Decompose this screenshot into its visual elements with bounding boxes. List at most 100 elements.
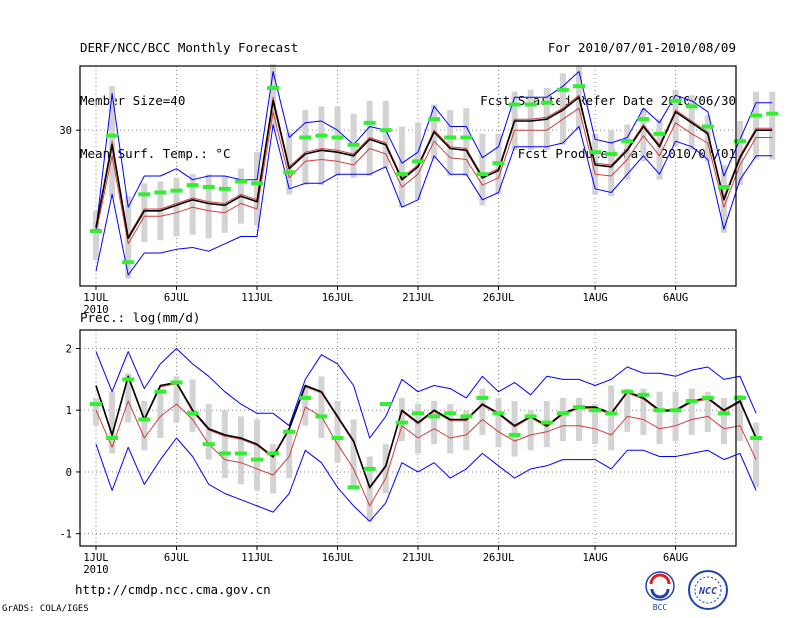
spread-box (366, 100, 373, 176)
spread-box (479, 388, 486, 435)
header-left: DERF/NCC/BCC Monthly Forecast Member Siz… (80, 8, 298, 183)
spread-box (318, 106, 325, 186)
spread-box (624, 388, 631, 432)
obs-marker (701, 395, 714, 400)
spread-box (157, 388, 164, 438)
obs-marker (299, 395, 312, 400)
obs-marker (637, 392, 650, 397)
spread-box (447, 404, 454, 454)
obs-marker (508, 102, 521, 107)
spread-box (704, 391, 711, 432)
x-tick-label: 6AUG (663, 292, 688, 304)
spread-box (527, 89, 534, 151)
obs-marker (669, 408, 682, 413)
spread-box (189, 174, 196, 235)
spread-box (286, 428, 293, 479)
panel-frame (79, 329, 737, 547)
obs-marker (540, 420, 553, 425)
x-tick-label: 1JUL (83, 552, 108, 564)
obs-marker (251, 181, 263, 186)
spread-lower-line (95, 107, 773, 245)
obs-marker (685, 398, 698, 403)
spread-box (254, 152, 260, 226)
obs-marker (267, 451, 280, 456)
obs-marker (605, 411, 618, 416)
envelope-min-line (95, 124, 773, 276)
x-tick-label: 26JUL (483, 292, 515, 304)
spread-box (109, 391, 116, 454)
header-title: DERF/NCC/BCC Monthly Forecast (80, 40, 299, 55)
obs-marker (154, 389, 167, 394)
spread-box (302, 110, 309, 186)
spread-box (189, 379, 196, 432)
spread-box (286, 132, 293, 195)
obs-marker (218, 451, 231, 456)
spread-box (640, 108, 647, 162)
obs-marker (460, 135, 473, 140)
x-tick-label: 6JUL (164, 292, 189, 304)
obs-marker (717, 185, 730, 189)
x-tick-sublabel: 2010 (83, 564, 108, 576)
spread-box (463, 108, 470, 176)
obs-marker (170, 188, 183, 193)
obs-marker (202, 185, 215, 189)
obs-marker (750, 113, 763, 118)
obs-marker (315, 133, 328, 138)
obs-marker (412, 411, 424, 416)
obs-marker (717, 411, 730, 416)
spread-box (173, 376, 180, 423)
obs-marker (234, 179, 247, 184)
obs-marker (283, 429, 296, 434)
spread-box (576, 397, 582, 442)
spread-box (672, 391, 679, 442)
ensemble-mean-line (95, 375, 757, 489)
spread-box (737, 121, 743, 186)
obs-marker (573, 405, 585, 410)
obs-marker (251, 457, 263, 462)
y-tick-label: 0 (66, 467, 72, 479)
ensemble-mean-line (95, 96, 773, 240)
spread-box (495, 397, 502, 448)
obs-marker (412, 159, 424, 164)
obs-marker (734, 139, 746, 144)
x-tick-sublabel: 2010 (83, 304, 108, 316)
obs-marker (379, 128, 392, 133)
spread-box (270, 444, 277, 494)
spread-box (254, 419, 260, 491)
obs-marker (138, 417, 151, 422)
spread-box (205, 174, 212, 239)
spread-box (704, 115, 711, 162)
obs-marker (524, 414, 537, 419)
y-tick-label: 30 (59, 125, 72, 137)
obs-marker (395, 420, 408, 425)
spread-box (173, 177, 180, 237)
envelope-min-line (95, 437, 757, 522)
y-tick-label: 1 (66, 405, 72, 417)
obs-marker (347, 485, 360, 490)
obs-marker (428, 117, 441, 122)
obs-marker (379, 402, 392, 407)
spread-box (769, 91, 776, 160)
x-tick-label: 1AUG (582, 552, 607, 564)
spread-box (125, 373, 132, 423)
x-tick-label: 11JUL (241, 552, 273, 564)
spread-box (753, 91, 760, 160)
obs-marker (589, 150, 602, 155)
source-url[interactable]: http://cmdp.ncc.cma.gov.cn (75, 582, 271, 597)
obs-marker (444, 135, 457, 140)
header-right: For 2010/07/01-2010/08/09 Fcst Started R… (480, 8, 736, 183)
obs-marker (750, 436, 763, 440)
y-tick-label: 2 (66, 344, 72, 356)
grads-credit: GrADS: COLA/IGES (2, 604, 89, 614)
spread-box (205, 404, 212, 460)
spread-box (624, 124, 631, 180)
obs-marker (540, 100, 553, 105)
spread-box (318, 376, 325, 438)
obs-marker (492, 161, 505, 166)
spread-box (398, 126, 405, 208)
spread-box (415, 404, 421, 454)
obs-marker (508, 432, 521, 437)
envelope-max-line (95, 71, 773, 230)
